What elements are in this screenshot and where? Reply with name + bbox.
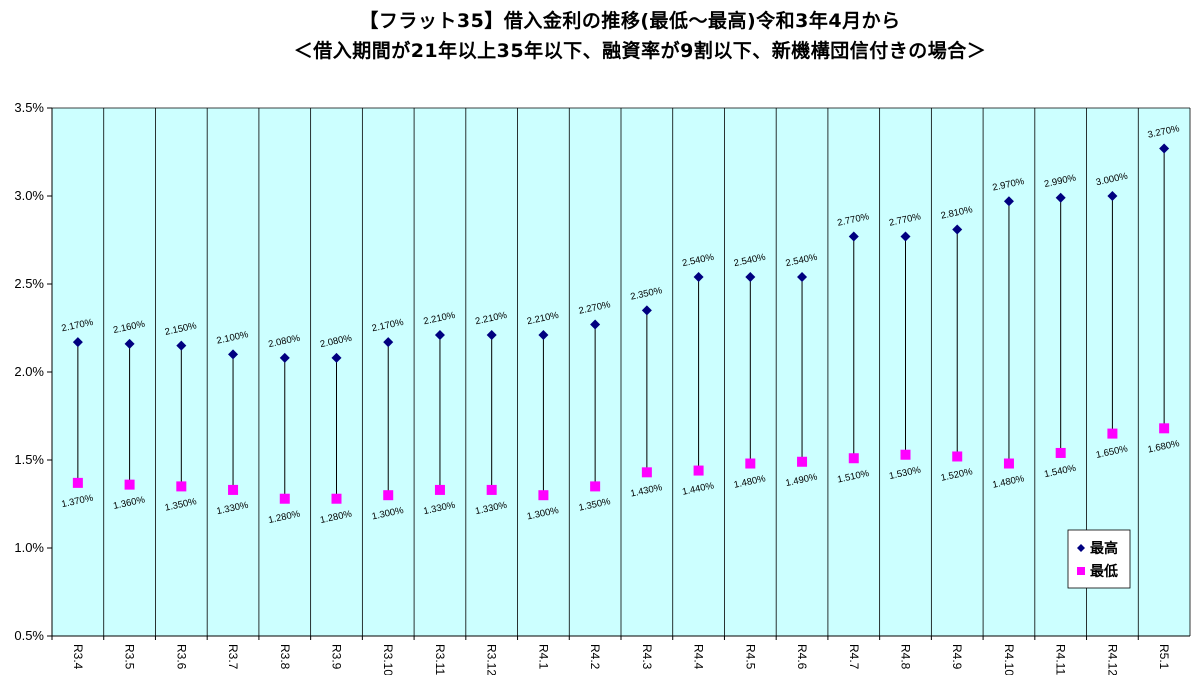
x-tick-label: R4.2 (588, 644, 602, 670)
high-point (1003, 196, 1014, 207)
legend-high-label: 最高 (1090, 540, 1118, 557)
x-tick-label: R3.6 (174, 644, 188, 670)
low-point (641, 467, 652, 478)
low-point (434, 484, 445, 495)
x-tick-label: R4.1 (536, 644, 550, 670)
low-point (900, 449, 911, 460)
x-tick-label: R3.4 (71, 644, 85, 670)
high-point (641, 305, 652, 316)
low-point (176, 481, 187, 492)
chart-subtitle: ＜借入期間が21年以上35年以下、融資率が9割以下、新機構団信付きの場合＞ (293, 40, 987, 62)
high-point (383, 337, 394, 348)
y-tick-label: 3.0% (14, 188, 44, 203)
low-point (952, 451, 963, 462)
x-tick-label: R3.5 (123, 644, 137, 670)
high-point (952, 224, 963, 235)
high-point (228, 349, 239, 360)
x-tick-label: R3.10 (381, 644, 395, 675)
low-point (1159, 423, 1170, 434)
x-tick-label: R4.5 (743, 644, 757, 670)
x-tick-label: R4.3 (640, 644, 654, 670)
x-tick-label: R4.4 (692, 644, 706, 670)
y-tick-label: 2.0% (14, 364, 44, 379)
low-point (1107, 428, 1118, 439)
high-point (538, 330, 549, 341)
x-tick-label: R3.12 (485, 644, 499, 675)
high-point (745, 271, 756, 282)
high-point (1159, 143, 1170, 154)
low-point (693, 465, 704, 476)
high-point (1055, 192, 1066, 203)
low-point (228, 484, 239, 495)
x-tick-label: R5.1 (1157, 644, 1171, 670)
chart-title: 【フラット35】借入金利の推移(最低〜最高)令和3年4月から (359, 10, 901, 32)
x-tick-label: R4.6 (795, 644, 809, 670)
high-point (486, 330, 497, 341)
y-tick-label: 1.0% (14, 540, 44, 555)
low-point (848, 453, 859, 464)
low-point (797, 456, 808, 467)
high-point (797, 271, 808, 282)
low-point (1055, 447, 1066, 458)
high-point (124, 338, 135, 349)
x-tick-label: R4.12 (1105, 644, 1119, 675)
low-point (745, 458, 756, 469)
high-point (176, 340, 187, 351)
low-point (279, 493, 290, 504)
low-point (590, 481, 601, 492)
y-tick-label: 2.5% (14, 276, 44, 291)
x-tick-label: R3.7 (226, 644, 240, 670)
low-point (383, 490, 394, 501)
x-tick-label: R4.8 (899, 644, 913, 670)
low-point (486, 484, 497, 495)
high-point (331, 352, 342, 363)
high-point (1107, 191, 1118, 201)
x-tick-label: R3.8 (278, 644, 292, 670)
high-point (590, 319, 601, 330)
y-tick-label: 0.5% (14, 628, 44, 643)
x-tick-label: R4.7 (847, 644, 861, 670)
x-tick-label: R3.11 (433, 644, 447, 675)
high-point (279, 352, 290, 363)
high-point (900, 231, 911, 242)
low-point (1003, 458, 1014, 469)
low-point (331, 493, 342, 504)
legend-high-marker (1077, 544, 1085, 552)
high-point (848, 231, 859, 242)
x-tick-label: R4.10 (1002, 644, 1016, 675)
high-point (434, 330, 445, 341)
legend-box (1067, 529, 1131, 589)
legend-low-label: 最低 (1090, 563, 1118, 580)
x-tick-label: R4.11 (1054, 644, 1068, 675)
legend-low-marker (1077, 567, 1085, 575)
y-tick-label: 1.5% (14, 452, 44, 467)
low-point (538, 490, 549, 501)
y-tick-label: 3.5% (14, 100, 44, 115)
high-point (72, 337, 83, 348)
x-tick-label: R3.9 (330, 644, 344, 670)
high-point (693, 271, 704, 282)
x-tick-label: R4.9 (950, 644, 964, 670)
low-point (124, 479, 135, 490)
low-point (72, 477, 83, 488)
